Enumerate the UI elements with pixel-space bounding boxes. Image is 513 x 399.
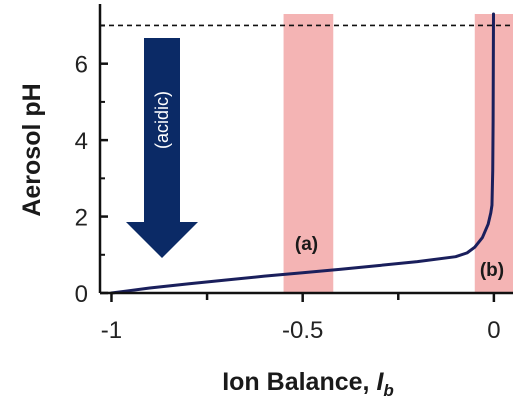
series-line-0 bbox=[109, 12, 495, 295]
y-tick-label: 6 bbox=[75, 52, 88, 79]
y-axis-title: Aerosol pH bbox=[18, 83, 46, 216]
band-a-label: (a) bbox=[295, 234, 318, 255]
axes: 0 2 4 6 -1 -0.5 0 bbox=[75, 4, 513, 344]
shaded-band-0 bbox=[283, 14, 334, 293]
labels: (a) (b) Aerosol pH Ion Balance, Ib (acid… bbox=[18, 83, 504, 399]
x-axis-title: Ion Balance, Ib bbox=[222, 368, 394, 399]
x-tick-label: -1 bbox=[101, 317, 122, 344]
y-tick-label: 2 bbox=[75, 205, 88, 232]
y-tick-label: 4 bbox=[75, 128, 88, 155]
arrow-label: (acidic) bbox=[152, 91, 172, 149]
x-axis-title-symbol: I bbox=[376, 368, 384, 396]
band-b-label: (b) bbox=[480, 260, 504, 281]
x-axis-title-text: Ion Balance, bbox=[222, 368, 376, 396]
x-axis-title-subscript: b bbox=[383, 381, 393, 399]
series-layer bbox=[109, 12, 495, 295]
arrow-down-icon bbox=[126, 38, 198, 258]
y-tick-label: 0 bbox=[75, 281, 88, 308]
x-tick-label: 0 bbox=[487, 317, 500, 344]
x-tick-label: -0.5 bbox=[282, 317, 323, 344]
acidic-arrow bbox=[126, 38, 198, 258]
